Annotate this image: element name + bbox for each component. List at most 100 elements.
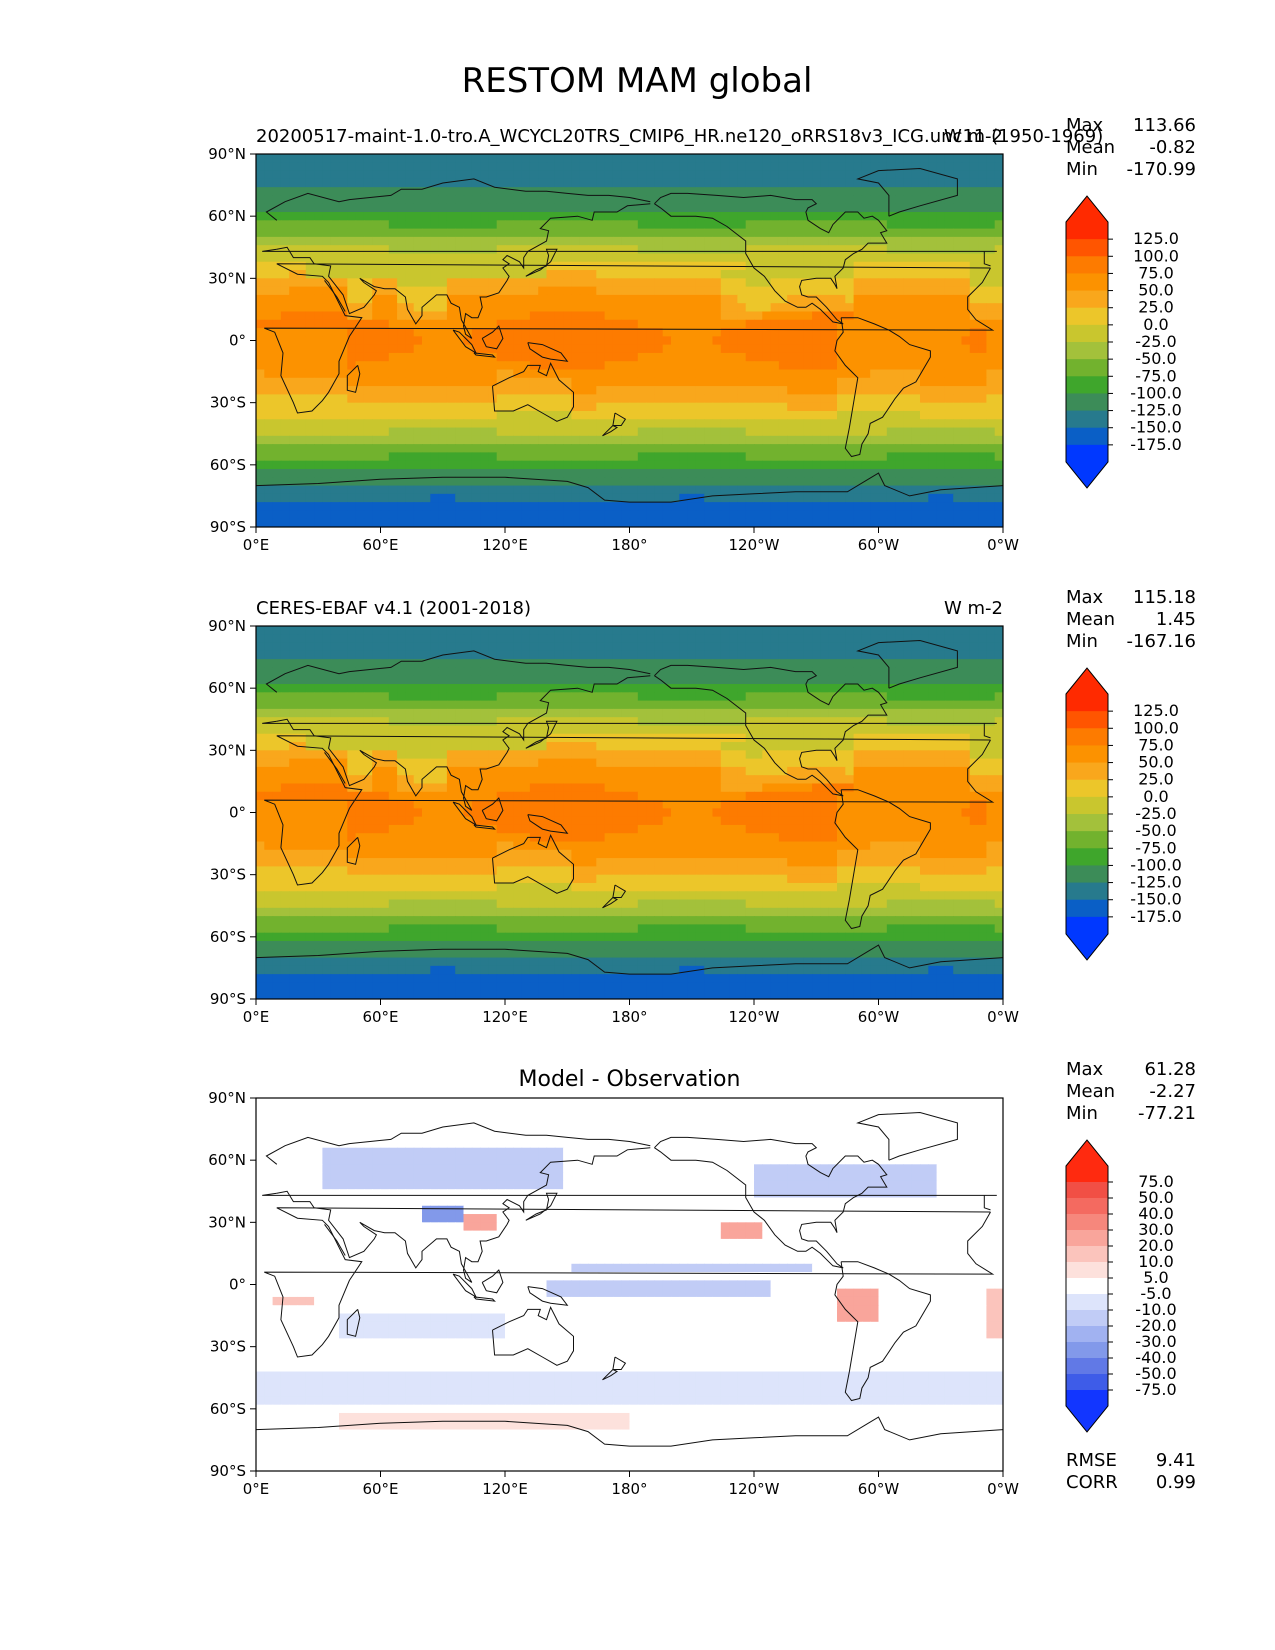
colorbar-tick-label: -175.0 <box>1130 907 1182 926</box>
lat-tick-label: 90°N <box>208 617 246 635</box>
stat-label-max: Max <box>1066 115 1104 136</box>
colorbar-segment <box>1066 1262 1108 1279</box>
colorbar-segment <box>1066 290 1108 309</box>
lat-tick-label: 30°S <box>210 866 246 884</box>
colorbar-segment <box>1066 1166 1108 1183</box>
colorbar-extend-top <box>1066 668 1108 694</box>
coastline <box>612 1356 627 1370</box>
lon-tick-label: 0°W <box>987 1008 1019 1026</box>
colorbar-tick-label: -10.0 <box>1135 1300 1176 1319</box>
coastline <box>256 472 1003 503</box>
colorbar-segment <box>1066 848 1108 866</box>
coastline <box>473 824 496 830</box>
coastline <box>602 1369 618 1381</box>
lat-tick-label: 30°N <box>208 1213 246 1231</box>
lon-tick-label: 120°W <box>729 536 780 554</box>
colorbar-segment <box>1066 376 1108 394</box>
stat-label-min: Min <box>1066 159 1098 180</box>
panel-left-title: CERES-EBAF v4.1 (2001-2018) <box>256 598 531 619</box>
stat-label-mean: Mean <box>1066 609 1115 630</box>
coastline <box>324 280 346 312</box>
colorbar-extend-top <box>1066 196 1108 222</box>
lon-tick-label: 120°E <box>482 1008 528 1026</box>
lat-tick-label: 60°N <box>208 207 246 225</box>
colorbar-tick-label: -20.0 <box>1135 1316 1176 1335</box>
coastline <box>527 814 569 834</box>
coastline <box>452 801 478 827</box>
panel-obs: 90°N 60°N 30°N 0° 30°S 60°S 90°S0°E 60°E 120°E 18… <box>208 587 1196 1026</box>
colorbar-segment <box>1066 324 1108 343</box>
lat-tick-label: 90°N <box>208 145 246 163</box>
colorbar-segment <box>1066 410 1108 429</box>
coastline <box>602 897 618 909</box>
colorbar-extend-bottom <box>1066 1406 1108 1432</box>
colorbar-tick-label: 75.0 <box>1138 1172 1174 1191</box>
colorbar-tick-label: 40.0 <box>1138 1204 1174 1223</box>
colorbar-segment <box>1066 1358 1108 1375</box>
colorbar-segment <box>1066 1214 1108 1231</box>
coastline <box>856 1111 958 1161</box>
colorbar-tick-label: 50.0 <box>1138 281 1174 300</box>
colorbar-segment <box>1066 899 1108 918</box>
colorbar-tick-label: -50.0 <box>1135 1364 1176 1383</box>
map-field <box>256 626 1003 999</box>
stat-value-max: 113.66 <box>1133 115 1196 136</box>
colorbar-segment <box>1066 1310 1108 1327</box>
colorbar-tick-label: -25.0 <box>1135 332 1176 351</box>
colorbar-tick-label: -175.0 <box>1130 435 1182 454</box>
coastline <box>262 248 997 267</box>
colorbar-tick-label: 30.0 <box>1138 1220 1174 1239</box>
colorbar-tick-label: 10.0 <box>1138 1252 1174 1271</box>
coastline <box>265 1122 651 1165</box>
coastline <box>612 884 627 898</box>
lon-tick-label: 60°W <box>858 536 900 554</box>
coastline <box>834 1261 931 1402</box>
colorbar: 125.0100.075.050.025.00.0-25.0-50.0-75.0… <box>1065 195 1182 489</box>
lat-tick-label: 30°N <box>208 269 246 287</box>
lat-tick-label: 30°S <box>210 394 246 412</box>
stat-value-min: -170.99 <box>1127 159 1196 180</box>
colorbar-segment <box>1066 1294 1108 1311</box>
colorbar-segment <box>1066 916 1108 935</box>
lat-tick-label: 60°N <box>208 1151 246 1169</box>
lon-tick-label: 0°W <box>987 536 1019 554</box>
stat-value-corr: 0.99 <box>1156 1472 1196 1493</box>
coastline <box>264 263 995 414</box>
colorbar-tick-label: 0.0 <box>1143 787 1168 806</box>
lat-tick-label: 60°S <box>210 928 246 946</box>
stat-value-min: -167.16 <box>1127 631 1196 652</box>
coastline <box>324 752 346 784</box>
stat-label-corr: CORR <box>1066 1472 1118 1493</box>
lon-tick-label: 180° <box>611 536 647 554</box>
panel-left-title: 20200517-maint-1.0-tro.A_WCYCL20TRS_CMIP… <box>256 126 1103 147</box>
colorbar-extend-bottom <box>1066 462 1108 488</box>
stat-label-mean: Mean <box>1066 137 1115 158</box>
coastline <box>612 412 627 426</box>
lon-tick-label: 60°W <box>858 1480 900 1498</box>
map-field <box>256 154 1003 527</box>
coastline <box>265 650 651 693</box>
coastline <box>481 325 504 350</box>
stat-value-mean: -0.82 <box>1149 137 1196 158</box>
colorbar-tick-label: -100.0 <box>1130 855 1182 874</box>
lon-tick-label: 0°E <box>243 1008 270 1026</box>
coastline <box>525 720 558 749</box>
panel-model: 90°N 60°N 30°N 0° 30°S 60°S 90°S0°E 60°E 120°E 18… <box>208 115 1196 554</box>
colorbar: 75.050.040.030.020.010.05.0-5.0-10.0-20.… <box>1065 1139 1177 1433</box>
colorbar-tick-label: 25.0 <box>1138 298 1174 317</box>
colorbar-segment <box>1066 1230 1108 1247</box>
coastline <box>525 248 558 277</box>
colorbar-tick-label: 5.0 <box>1143 1268 1168 1287</box>
lat-tick-label: 0° <box>229 804 246 822</box>
lat-tick-label: 90°N <box>208 1089 246 1107</box>
stat-value-mean: 1.45 <box>1156 609 1196 630</box>
lon-tick-label: 60°E <box>362 1480 398 1498</box>
coastline <box>256 944 1003 975</box>
colorbar-tick-label: -125.0 <box>1130 401 1182 420</box>
lat-tick-label: 0° <box>229 1276 246 1294</box>
colorbar-tick-label: 75.0 <box>1138 735 1174 754</box>
coastline <box>346 365 361 393</box>
coastline <box>473 352 496 358</box>
colorbar-segment <box>1066 694 1108 712</box>
coastline <box>264 1207 995 1358</box>
